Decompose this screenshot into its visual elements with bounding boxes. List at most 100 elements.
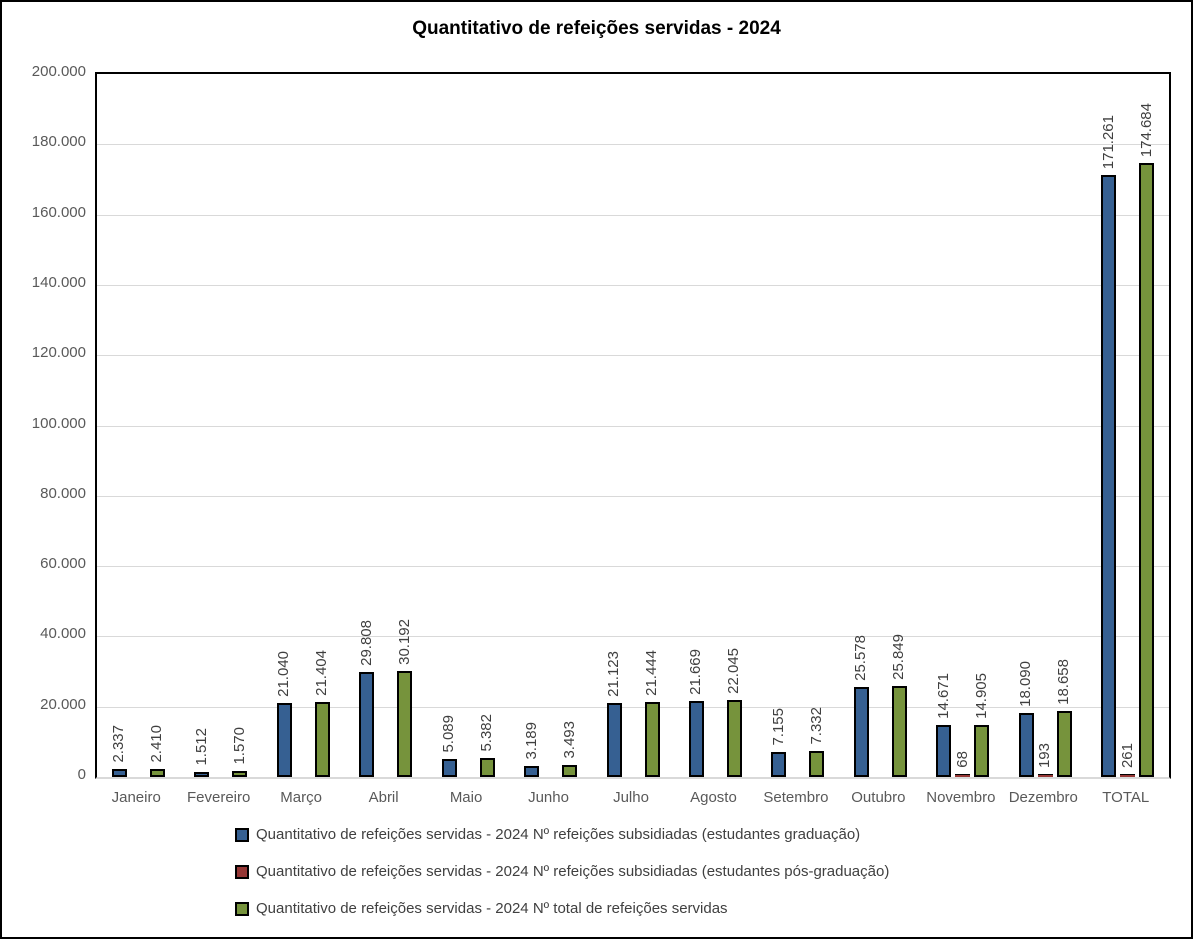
legend-label: Quantitativo de refeições servidas - 202… [256,863,890,880]
y-tick-label: 160.000 [31,203,86,221]
y-tick-label: 140.000 [31,273,86,291]
bar-value-label: 21.040 [275,651,293,697]
legend-item-total: Quantitativo de refeições servidas - 202… [235,898,889,919]
gridline [97,425,1169,427]
gridline [97,214,1169,216]
bar-value-label: 3.493 [560,721,578,759]
x-axis-label-marco: Março [280,789,322,806]
bar-value-label: 30.192 [395,619,413,665]
gridline [97,355,1169,357]
bar-total-janeiro [149,769,165,777]
bar-graduacao-julho [606,703,622,777]
bar-graduacao-junho [524,766,540,777]
bar-value-label: 21.669 [687,649,705,695]
gridline [97,636,1169,638]
x-axis-label-maio: Maio [449,789,483,806]
bar-value-label: 193 [1036,742,1054,768]
bar-pos_graduacao-total [1120,774,1136,777]
bar-total-agosto [726,700,742,777]
bar-value-label: 21.404 [313,650,331,696]
x-axis-label-novembro: Novembro [926,789,996,806]
y-tick-label: 40.000 [40,625,86,643]
y-tick-label: 180.000 [31,133,86,151]
gridline [97,566,1169,568]
bar-pos_graduacao-dezembro [1037,774,1053,777]
x-axis-label-total: TOTAL [1102,789,1150,806]
x-axis-label-dezembro: Dezembro [1008,789,1078,806]
legend-swatch-total-icon [235,901,249,916]
legend-swatch-graduacao-icon [235,827,249,842]
legend: Quantitativo de refeições servidas - 202… [235,824,889,935]
bar-total-setembro [809,751,825,777]
bar-value-label: 14.905 [972,673,990,719]
legend-item-graduacao: Quantitativo de refeições servidas - 202… [235,824,889,845]
bar-graduacao-setembro [771,752,787,777]
x-axis-label-fevereiro: Fevereiro [187,789,251,806]
x-axis-label-abril: Abril [368,789,399,806]
bar-value-label: 22.045 [725,648,743,694]
bar-value-label: 171.261 [1099,114,1117,169]
bar-value-label: 7.155 [769,708,787,746]
gridline [97,284,1169,286]
bar-value-label: 174.684 [1137,102,1155,157]
bar-value-label: 5.382 [478,714,496,752]
bar-graduacao-janeiro [111,769,127,777]
bar-graduacao-total [1101,175,1117,777]
legend-label: Quantitativo de refeições servidas - 202… [256,826,861,843]
bar-total-abril [397,671,413,777]
gridline [97,144,1169,146]
bar-value-label: 3.189 [522,722,540,760]
bar-total-marco [314,702,330,777]
bar-graduacao-maio [441,759,457,777]
bar-value-label: 25.578 [852,635,870,681]
bar-value-label: 18.658 [1055,659,1073,705]
x-axis-label-outubro: Outubro [851,789,906,806]
legend-swatch-pos_graduacao-icon [235,864,249,879]
bar-total-dezembro [1056,711,1072,777]
bar-graduacao-abril [359,672,375,777]
gridline [97,495,1169,497]
bar-total-julho [644,702,660,777]
y-tick-label: 120.000 [31,344,86,362]
bar-value-label: 25.849 [890,634,908,680]
x-axis-label-julho: Julho [613,789,649,806]
y-tick-label: 0 [77,766,86,783]
bar-value-label: 18.090 [1017,661,1035,707]
bar-value-label: 5.089 [440,715,458,753]
bar-total-total [1139,163,1155,777]
legend-item-pos_graduacao: Quantitativo de refeições servidas - 202… [235,861,889,882]
gridline [97,706,1169,708]
chart-title: Quantitativo de refeições servidas - 202… [412,18,781,39]
x-axis-label-janeiro: Janeiro [111,789,161,806]
bar-value-label: 261 [1118,742,1136,768]
x-axis-label-setembro: Setembro [763,789,829,806]
plot-area: 2.337 1.512 21.040 29.808 5.089 3.189 21.123 21… [95,72,1171,779]
bar-graduacao-fevereiro [194,772,210,777]
bar-graduacao-marco [276,703,292,777]
y-tick-label: 20.000 [40,695,86,713]
bar-value-label: 21.123 [605,651,622,697]
bar-total-outubro [891,686,907,777]
bar-value-label: 68 [953,751,971,768]
bar-graduacao-agosto [688,701,704,777]
bar-total-maio [479,758,495,777]
y-tick-label: 80.000 [40,484,86,502]
bar-value-label: 2.337 [110,725,128,763]
bar-total-junho [562,765,578,777]
legend-label: Quantitativo de refeições servidas - 202… [256,900,728,917]
bar-value-label: 2.410 [148,725,166,763]
bar-value-label: 29.808 [357,620,375,666]
y-tick-label: 100.000 [31,414,86,432]
bar-pos_graduacao-novembro [955,774,971,777]
bar-graduacao-dezembro [1018,713,1034,777]
y-tick-label: 200.000 [31,63,86,80]
bar-value-label: 1.570 [230,727,248,765]
bar-graduacao-novembro [936,725,952,777]
bar-total-novembro [974,725,990,777]
bar-graduacao-outubro [853,687,869,777]
bar-value-label: 1.512 [192,728,210,766]
bar-value-label: 7.332 [807,707,825,745]
bar-value-label: 14.671 [934,673,952,719]
x-axis-label-junho: Junho [528,789,569,806]
